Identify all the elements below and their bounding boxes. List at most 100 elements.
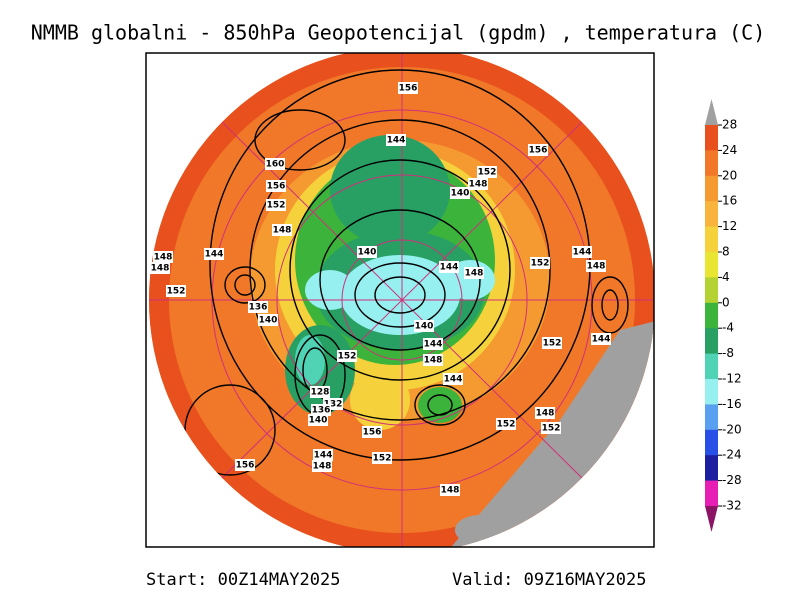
contour-label: 148 bbox=[465, 269, 484, 279]
contour-label: 148 bbox=[469, 180, 488, 190]
map-frame bbox=[145, 52, 655, 548]
contour-label: 136 bbox=[312, 406, 331, 416]
contour-label-box bbox=[153, 251, 173, 263]
colorbar-segment bbox=[705, 302, 718, 329]
colorbar-segment bbox=[705, 125, 718, 151]
contour-label: 140 bbox=[415, 322, 434, 332]
map: 1561441561521481401601561521481441481481… bbox=[149, 53, 654, 547]
colorbar-segment bbox=[705, 175, 718, 202]
colorbar-label: 12 bbox=[722, 219, 737, 233]
contour-label-box bbox=[258, 314, 278, 326]
contour-label-box bbox=[398, 82, 418, 94]
contour-label: 152 bbox=[373, 454, 392, 464]
contour-label-box bbox=[312, 460, 332, 472]
contour-label-box bbox=[423, 354, 443, 366]
colorbar-label: -20 bbox=[722, 422, 742, 436]
contour-label-box bbox=[530, 257, 550, 269]
colorbar-segment bbox=[705, 150, 718, 177]
contour-label-box bbox=[372, 452, 392, 464]
contour-label-box bbox=[311, 404, 331, 416]
contour-label: 140 bbox=[451, 189, 470, 199]
colorbar-segment bbox=[705, 201, 718, 228]
colorbar-segment bbox=[705, 277, 718, 304]
contour-label: 156 bbox=[529, 146, 548, 156]
contour-label: 140 bbox=[259, 316, 278, 326]
contour-label: 140 bbox=[309, 416, 328, 426]
colorbar-label: -8 bbox=[722, 346, 734, 360]
contour-label: 144 bbox=[314, 451, 333, 461]
contour-label-box bbox=[443, 373, 463, 385]
contour-label: 144 bbox=[592, 335, 611, 345]
contour-label: 156 bbox=[399, 84, 418, 94]
contour-label-box bbox=[542, 337, 562, 349]
contour-label-box bbox=[591, 333, 611, 345]
colorbar-label: -12 bbox=[722, 372, 742, 386]
contour-label: 148 bbox=[441, 486, 460, 496]
contour-label: 148 bbox=[154, 253, 173, 263]
colorbar-label: -32 bbox=[722, 499, 742, 513]
colorbar-label: -24 bbox=[722, 448, 742, 462]
contour-label: 152 bbox=[338, 352, 357, 362]
contour-label: 144 bbox=[387, 136, 406, 146]
contour-label-box bbox=[535, 407, 555, 419]
colorbar-segment bbox=[705, 353, 718, 380]
contour-label: 152 bbox=[478, 168, 497, 178]
contour-labels: 1561441561521481401601561521481441481481… bbox=[150, 82, 611, 496]
contour-label-box bbox=[586, 260, 606, 272]
contour-label-box bbox=[477, 166, 497, 178]
contour-label-box bbox=[308, 414, 328, 426]
contour-label: 148 bbox=[536, 409, 555, 419]
contour-label-box bbox=[450, 187, 470, 199]
contour-label: 140 bbox=[358, 248, 377, 258]
contour-label-box bbox=[310, 386, 330, 398]
colorbar-segment bbox=[705, 455, 718, 482]
contour-label-box bbox=[337, 350, 357, 362]
contour-label: 156 bbox=[363, 428, 382, 438]
contour-label: 144 bbox=[205, 250, 224, 260]
contour-label: 144 bbox=[444, 375, 463, 385]
colorbar-segment bbox=[705, 328, 718, 355]
contour-label-box bbox=[265, 158, 285, 170]
contour-label-box bbox=[150, 262, 170, 274]
contour-label-box bbox=[248, 301, 268, 313]
contour-label: 136 bbox=[249, 303, 268, 313]
contour-label: 144 bbox=[573, 248, 592, 258]
contour-label-box bbox=[572, 246, 592, 258]
contour-label-box bbox=[423, 338, 443, 350]
contour-label: 148 bbox=[273, 226, 292, 236]
colorbar-label: -16 bbox=[722, 397, 742, 411]
colorbar-label: 16 bbox=[722, 194, 737, 208]
contour-label: 128 bbox=[311, 388, 330, 398]
contour-label: 156 bbox=[236, 461, 255, 471]
contour-label-box bbox=[357, 246, 377, 258]
contour-label-box bbox=[541, 422, 561, 434]
contour-label-box bbox=[386, 134, 406, 146]
contour-label-box bbox=[166, 285, 186, 297]
colorbar-label: 28 bbox=[722, 118, 737, 132]
contour-label: 152 bbox=[542, 424, 561, 434]
colorbar-label: 24 bbox=[722, 143, 737, 157]
valid-time: Valid: 09Z16MAY2025 bbox=[452, 570, 646, 590]
contour-label-box bbox=[440, 484, 460, 496]
contour-label: 160 bbox=[266, 160, 285, 170]
title: NMMB globalni - 850hPa Geopotencijal (gp… bbox=[31, 21, 766, 45]
contour-label: 144 bbox=[440, 263, 459, 273]
contour-label: 156 bbox=[267, 182, 286, 192]
contour-label: 132 bbox=[324, 400, 343, 410]
colorbar-label: -28 bbox=[722, 473, 742, 487]
contour-label-box bbox=[528, 144, 548, 156]
contour-label: 152 bbox=[267, 201, 286, 211]
contour-label-box bbox=[362, 426, 382, 438]
contour-label: 152 bbox=[531, 259, 550, 269]
contour-label: 152 bbox=[543, 339, 562, 349]
colorbar-label: -4 bbox=[722, 321, 734, 335]
colorbar-under bbox=[705, 506, 718, 532]
contour-label-box bbox=[414, 320, 434, 332]
colorbar-label: 0 bbox=[722, 295, 730, 309]
contour-label: 152 bbox=[497, 420, 516, 430]
colorbar: 28 24 20 16 12 8 4 0 -4 -8 -12 -16 -20 -24 -28 -32 bbox=[705, 99, 742, 532]
contour-label-box bbox=[464, 267, 484, 279]
colorbar-segment bbox=[705, 226, 718, 253]
colorbar-segment bbox=[705, 404, 718, 431]
